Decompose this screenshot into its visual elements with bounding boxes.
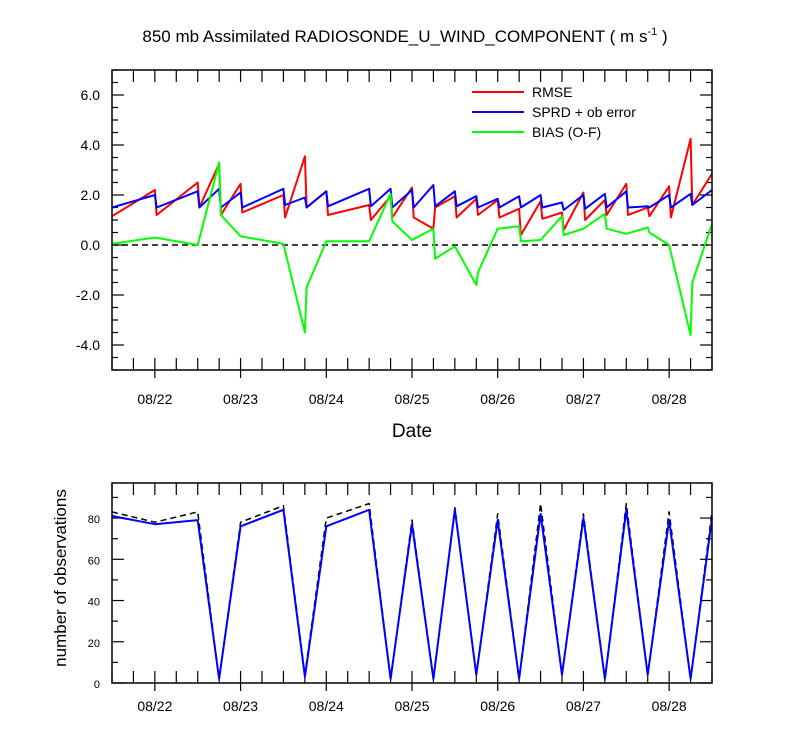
- series-line-possible-observations: [111, 502, 713, 680]
- x-tick-label: 08/28: [652, 698, 687, 714]
- x-tick-label: 08/23: [223, 391, 258, 407]
- top-x-axis-label: Date: [392, 421, 432, 442]
- x-tick-label: 08/28: [652, 391, 687, 407]
- y-tick-label: 80: [88, 514, 100, 526]
- top-panel: 850 mb Assimilated RADIOSONDE_U_WIND_COM…: [76, 26, 713, 442]
- x-tick-label: 08/27: [566, 391, 601, 407]
- y-tick-label: 2.0: [81, 187, 101, 203]
- top-series-group: [111, 137, 713, 336]
- y-tick-label: 40: [88, 597, 100, 609]
- bottom-plot-frame: [111, 482, 713, 684]
- legend-label-rmse: RMSE: [532, 84, 572, 100]
- x-tick-label: 08/26: [480, 698, 515, 714]
- y-tick-label: 4.0: [81, 137, 101, 153]
- bottom-series-group: [111, 502, 713, 680]
- series-line-bias-o-f: [111, 161, 713, 336]
- top-chart-title: 850 mb Assimilated RADIOSONDE_U_WIND_COM…: [142, 26, 667, 46]
- legend-label-sprd: SPRD + ob error: [532, 104, 636, 120]
- y-tick-label: -4.0: [76, 337, 100, 353]
- x-tick-label: 08/22: [137, 698, 172, 714]
- y-tick-label: -2.0: [76, 287, 100, 303]
- series-line-assimilated-observations: [111, 508, 713, 680]
- top-plot-frame: [111, 69, 713, 371]
- x-tick-label: 08/27: [566, 698, 601, 714]
- bottom-axes-ticks: 08/22 08/23 08/24 08/25 08/26 08/27 08/28 0 20 40…: [88, 483, 713, 714]
- y-tick-label: 60: [88, 555, 100, 567]
- bottom-panel: 08/22 08/23 08/24 08/25 08/26 08/27 08/28 0 20 40…: [51, 482, 713, 714]
- series-line-sprd-ob-error: [111, 184, 713, 211]
- legend-label-bias: BIAS (O-F): [532, 124, 601, 140]
- bottom-y-axis-label: number of observations: [51, 489, 70, 667]
- x-tick-label: 08/22: [137, 391, 172, 407]
- x-tick-label: 08/24: [309, 391, 344, 407]
- y-tick-label: 0.0: [81, 237, 101, 253]
- y-tick-label: 0: [94, 679, 100, 691]
- x-tick-label: 08/25: [394, 391, 429, 407]
- top-legend: RMSE SPRD + ob error BIAS (O-F): [472, 84, 636, 140]
- x-tick-label: 08/23: [223, 698, 258, 714]
- x-tick-label: 08/25: [394, 698, 429, 714]
- top-axes-ticks: 08/22 08/23 08/24 08/25 08/26 08/27 08/28 -4.0 -…: [76, 69, 713, 407]
- y-tick-label: 6.0: [81, 87, 101, 103]
- x-tick-label: 08/26: [480, 391, 515, 407]
- y-tick-label: 20: [88, 638, 100, 650]
- x-tick-label: 08/24: [309, 698, 344, 714]
